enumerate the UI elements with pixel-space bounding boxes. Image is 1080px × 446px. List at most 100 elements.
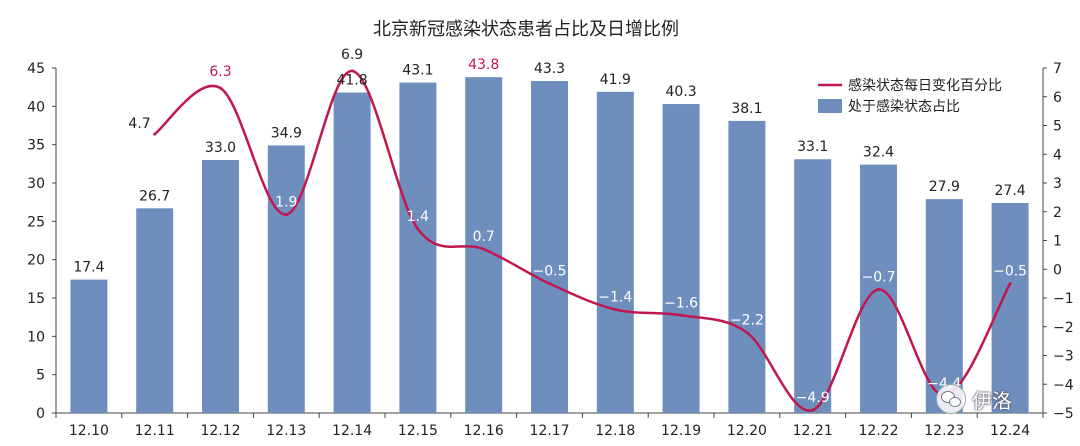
- bar-value-label: 33.0: [205, 140, 236, 156]
- left-tick-label: 35: [27, 138, 45, 154]
- bar: [333, 92, 371, 414]
- bar-value-label: 41.9: [600, 72, 631, 88]
- line-point: [219, 86, 222, 90]
- line-point: [416, 227, 420, 231]
- line-point: [482, 247, 486, 251]
- bar-value-label: 41.8: [337, 73, 368, 89]
- right-tick-label: 2: [1053, 205, 1062, 221]
- x-tick-label: 12.16: [464, 423, 504, 439]
- line-value-label: −2.2: [730, 313, 764, 329]
- right-tick-label: 4: [1053, 147, 1062, 163]
- bar-value-label: 26.7: [139, 188, 170, 204]
- line-point: [284, 213, 288, 217]
- line-point: [877, 287, 880, 291]
- x-tick-label: 12.15: [398, 423, 438, 439]
- bar: [399, 82, 437, 414]
- x-tick-label: 12.12: [200, 423, 240, 439]
- legend-line-label: 感染状态每日变化百分比: [848, 77, 1002, 94]
- bar: [202, 160, 239, 413]
- line-point: [350, 69, 354, 73]
- left-tick-label: 15: [27, 291, 45, 307]
- line-value-label: −0.5: [993, 264, 1027, 280]
- x-tick-label: 12.11: [135, 423, 175, 439]
- right-tick-label: −3: [1053, 349, 1074, 365]
- bar-value-label: 40.3: [666, 84, 697, 100]
- right-tick-label: 0: [1053, 262, 1062, 278]
- right-tick-label: 6: [1053, 90, 1062, 106]
- left-tick-label: 0: [36, 406, 45, 422]
- bar: [662, 104, 700, 414]
- right-tick-label: 5: [1053, 119, 1062, 135]
- x-tick-label: 12.18: [595, 423, 635, 439]
- line-point: [613, 308, 617, 311]
- bar-value-label: 27.9: [929, 179, 960, 195]
- line-value-label: −4.9: [796, 390, 830, 406]
- bar-value-label: 32.4: [863, 145, 894, 161]
- right-tick-label: 7: [1053, 61, 1062, 77]
- x-tick-label: 12.23: [924, 423, 964, 439]
- left-tick-label: 20: [27, 253, 45, 269]
- watermark: 伊洛: [936, 382, 1056, 416]
- line-point: [1008, 282, 1012, 286]
- bar-series: [70, 77, 1029, 414]
- right-tick-label: 3: [1053, 176, 1062, 192]
- legend-bar-label: 处于感染状态占比: [848, 98, 960, 115]
- x-tick-label: 12.20: [727, 423, 767, 439]
- left-tick-label: 25: [27, 214, 45, 230]
- x-tick-label: 12.24: [990, 423, 1030, 439]
- x-tick-label: 12.19: [661, 423, 701, 439]
- right-tick-label: −1: [1053, 291, 1074, 307]
- bar-value-label: 17.4: [73, 260, 104, 276]
- left-tick-label: 40: [27, 99, 45, 115]
- bar: [136, 208, 174, 413]
- right-tick-label: −4: [1053, 377, 1074, 393]
- line-value-label: −1.4: [598, 290, 632, 306]
- left-tick-label: 30: [27, 176, 45, 192]
- right-tick-label: −2: [1053, 320, 1074, 336]
- x-tick-label: 12.13: [266, 423, 306, 439]
- bar: [925, 199, 963, 413]
- left-tick-label: 45: [27, 61, 45, 77]
- bar: [70, 279, 108, 413]
- left-tick-label: 5: [36, 368, 45, 384]
- right-tick-label: −5: [1053, 406, 1074, 422]
- bar-value-label: 27.4: [995, 183, 1026, 199]
- bar-value-label: 43.1: [402, 63, 433, 79]
- line-point: [811, 408, 815, 412]
- line-value-label: 6.9: [341, 47, 363, 63]
- bar: [267, 145, 305, 413]
- bar: [596, 91, 634, 414]
- x-tick-label: 12.21: [793, 423, 833, 439]
- left-tick-label: 10: [27, 329, 45, 345]
- bar-value-label: 34.9: [271, 125, 302, 141]
- bar-value-label: 43.8: [468, 57, 499, 73]
- line-value-label: 4.7: [128, 116, 150, 132]
- watermark-text: 伊洛: [972, 388, 1012, 413]
- line-point: [153, 132, 157, 136]
- bar-value-label: 43.3: [534, 61, 565, 77]
- line-value-label: −0.5: [533, 264, 567, 280]
- line-value-label: 1.9: [275, 195, 297, 211]
- line-series: [153, 69, 1012, 412]
- line-point: [679, 313, 683, 317]
- bar: [728, 120, 766, 414]
- x-tick-label: 12.17: [529, 423, 569, 439]
- x-tick-label: 12.22: [858, 423, 898, 439]
- x-tick-label: 12.14: [332, 423, 372, 439]
- bar: [531, 81, 568, 414]
- bar: [794, 159, 832, 413]
- line-value-label: 0.7: [473, 229, 495, 245]
- right-tick-label: 1: [1053, 234, 1062, 250]
- bar: [465, 77, 503, 413]
- bar-value-label: 33.1: [797, 139, 828, 155]
- line-value-label: 1.4: [407, 209, 429, 225]
- line-point: [745, 331, 749, 334]
- line-value-label: 6.3: [209, 64, 231, 80]
- x-tick-label: 12.10: [69, 423, 109, 439]
- chart-title: 北京新冠感染状态患者占比及日增比例: [373, 19, 679, 40]
- wechat-icon: [936, 384, 966, 414]
- line-point: [548, 282, 551, 286]
